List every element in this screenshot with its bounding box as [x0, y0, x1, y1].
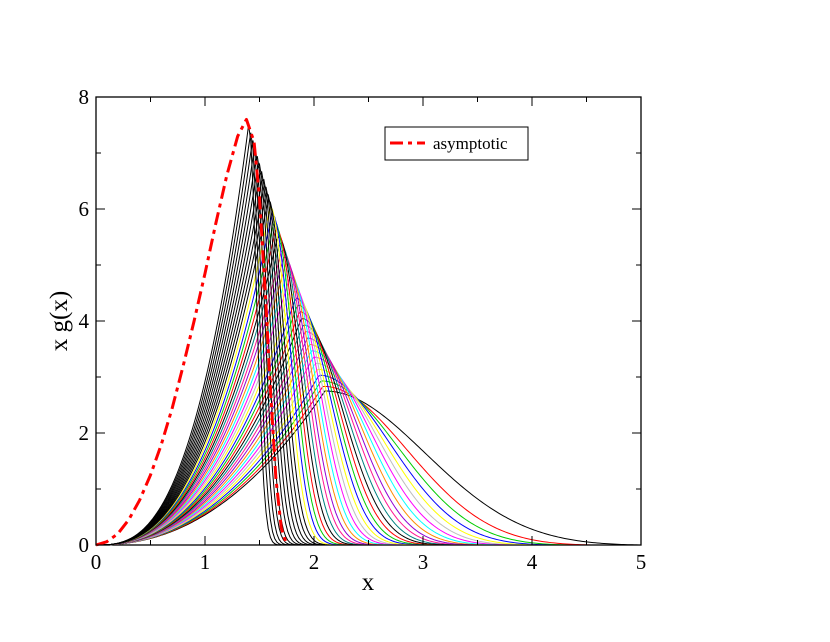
y-tick-label: 2	[79, 421, 90, 445]
x-tick-label: 4	[527, 550, 538, 574]
asymptotic-line	[95, 117, 289, 547]
x-tick-label: 3	[418, 550, 429, 574]
series-line	[96, 178, 641, 546]
series-line	[96, 124, 641, 546]
y-tick-label: 8	[79, 85, 90, 109]
legend: asymptotic	[384, 126, 529, 161]
x-tick-label: 0	[91, 550, 102, 574]
y-tick-label: 4	[79, 309, 90, 333]
series-line	[95, 380, 641, 546]
series-line	[95, 390, 642, 546]
series-curves	[95, 124, 642, 546]
series-line	[95, 385, 641, 546]
y-axis-title: x g(x)	[46, 291, 73, 351]
legend-label: asymptotic	[433, 134, 508, 153]
asymptotic-curve	[95, 117, 289, 547]
axis-ticks	[95, 96, 642, 546]
x-tick-label: 2	[309, 550, 320, 574]
x-tick-label: 1	[200, 550, 211, 574]
x-tick-label: 5	[636, 550, 647, 574]
y-tick-label: 6	[79, 197, 90, 221]
x-axis-title: x	[362, 569, 375, 596]
y-tick-label: 0	[79, 533, 90, 557]
legend-box	[384, 126, 529, 161]
tick-labels: 0 1 2 3 4 5 0 2 4 6 8	[79, 85, 647, 574]
